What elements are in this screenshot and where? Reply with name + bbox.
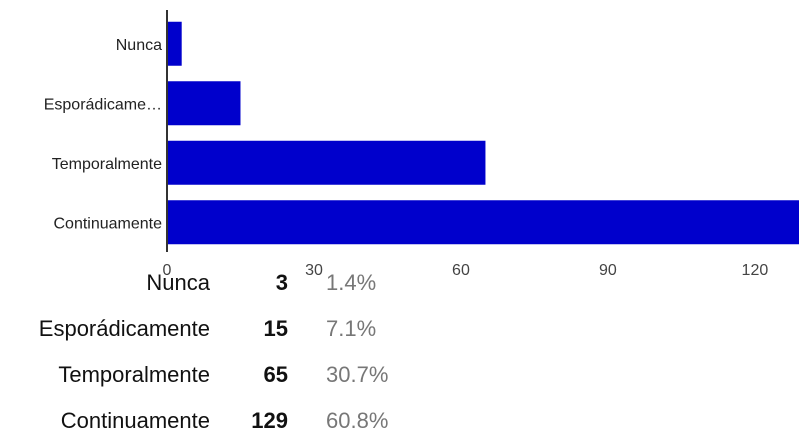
x-tick-label: 60 xyxy=(452,262,470,279)
summary-table: Nunca 3 1.4% Esporádicamente 15 7.1% Tem… xyxy=(0,270,420,433)
category-label: Nunca xyxy=(116,37,162,54)
category-label: Temporalmente xyxy=(52,156,162,173)
bar-esporadicamente xyxy=(167,81,241,126)
summary-count: 65 xyxy=(263,362,288,387)
summary-label: Esporádicamente xyxy=(38,316,210,341)
category-label: Continuamente xyxy=(53,215,162,232)
x-tick-label: 30 xyxy=(305,262,323,279)
summary-row-temporalmente: Temporalmente 65 30.7% xyxy=(0,362,420,402)
x-tick-label: 90 xyxy=(599,262,617,279)
summary-count: 3 xyxy=(275,270,288,295)
summary-percent: 1.4% xyxy=(326,270,377,295)
x-tick-label: 0 xyxy=(163,262,172,279)
bar-nunca xyxy=(167,21,182,66)
summary-count: 129 xyxy=(251,408,288,433)
summary-percent: 60.8% xyxy=(326,408,389,433)
bar-chart: Nunca Esporádicame… Temporalmente Continuam… xyxy=(44,10,799,279)
bar-temporalmente xyxy=(167,140,486,185)
summary-label: Nunca xyxy=(146,270,210,295)
summary-label: Continuamente xyxy=(60,408,210,433)
summary-percent: 30.7% xyxy=(326,362,389,387)
summary-count: 15 xyxy=(263,316,288,341)
summary-row-nunca: Nunca 3 1.4% xyxy=(0,270,420,310)
summary-row-continuamente: Continuamente 129 60.8% xyxy=(0,408,420,448)
summary-label: Temporalmente xyxy=(58,362,210,387)
summary-percent: 7.1% xyxy=(326,316,377,341)
summary-row-esporadicamente: Esporádicamente 15 7.1% xyxy=(0,316,420,356)
bar-continuamente xyxy=(167,200,799,245)
x-tick-label: 120 xyxy=(742,262,769,279)
category-label: Esporádicame… xyxy=(44,96,162,113)
